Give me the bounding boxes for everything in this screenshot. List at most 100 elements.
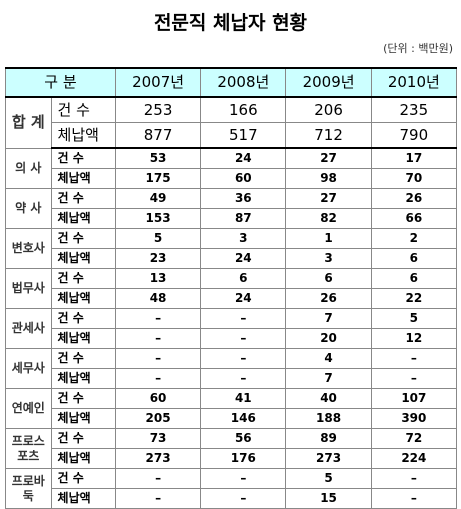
data-row: 체납액 – –20 12	[6, 328, 458, 349]
cell-value: 60	[114, 388, 202, 409]
cell-value: –	[200, 308, 287, 329]
row-label: 체납액	[50, 248, 116, 269]
cell-value: 82	[285, 208, 372, 229]
data-row: 체납액 – –7–	[6, 368, 458, 389]
cell-value: 20	[285, 328, 372, 349]
cell-value: 89	[285, 428, 372, 449]
cell-value: 4	[285, 348, 372, 369]
cell-value: 24	[200, 288, 287, 309]
cell-value: –	[200, 368, 287, 389]
cell-value: 49	[114, 188, 202, 209]
cell-value: 22	[370, 288, 458, 309]
cell-value: –	[370, 368, 458, 389]
cell-value: 24	[200, 147, 287, 169]
cell-value: 2	[370, 228, 458, 249]
cell-value: 13	[114, 268, 202, 289]
data-row: 프로바둑 건 수 – –5–	[5, 468, 458, 509]
cell-value: 235	[370, 96, 458, 123]
column-header: 2007년	[114, 67, 202, 98]
cell-value: 175	[114, 168, 202, 189]
cell-value: –	[114, 468, 202, 489]
cell-value: 206	[285, 96, 372, 123]
cell-value: 72	[370, 428, 458, 449]
column-header: 2008년	[200, 67, 287, 98]
cell-value: 27	[285, 188, 372, 209]
cell-value: 5	[285, 468, 372, 489]
header-row: 구 분 2007년 2008년 2009년 2010년	[5, 67, 458, 98]
group-label: 관세사	[5, 308, 52, 349]
cell-value: 176	[200, 448, 287, 469]
cell-value: 153	[114, 208, 202, 229]
data-row: 체납액 175 60 98 70	[6, 168, 458, 189]
cell-value: 1	[285, 228, 372, 249]
cell-value: –	[200, 348, 287, 369]
cell-value: 390	[370, 408, 458, 429]
row-label: 체납액	[50, 168, 116, 189]
cell-value: –	[200, 328, 287, 349]
cell-value: 73	[114, 428, 202, 449]
cell-value: 224	[370, 448, 458, 469]
cell-value: –	[114, 348, 202, 369]
column-header: 2009년	[285, 67, 372, 98]
cell-value: –	[370, 468, 458, 489]
cell-value: 146	[200, 408, 287, 429]
row-label: 건 수	[50, 428, 116, 449]
cell-value: 66	[370, 208, 458, 229]
row-label: 건 수	[50, 308, 116, 329]
cell-value: 26	[285, 288, 372, 309]
data-row: 연예인 건 수 60 41 40 107	[5, 388, 458, 429]
cell-value: 6	[285, 268, 372, 289]
cell-value: 517	[200, 122, 287, 149]
row-label: 체납액	[50, 368, 116, 389]
cell-value: 5	[114, 228, 202, 249]
cell-value: 166	[200, 96, 287, 123]
data-row: 세무사 건 수 – –4–	[5, 348, 458, 389]
unit: (단위 : 백만원)	[383, 42, 453, 55]
column-header: 구 분	[5, 67, 116, 98]
cell-value: 188	[285, 408, 372, 429]
cell-value: 7	[285, 368, 372, 389]
cell-value: 6	[370, 248, 458, 269]
cell-value: 877	[114, 122, 202, 149]
cell-value: 3	[285, 248, 372, 269]
cell-value: 7	[285, 308, 372, 329]
row-label: 건 수	[50, 96, 116, 123]
row-label: 체납액	[50, 122, 116, 149]
group-label: 약 사	[5, 188, 52, 229]
group-label: 의 사	[5, 147, 52, 189]
row-label: 건 수	[50, 388, 116, 409]
cell-value: 36	[200, 188, 287, 209]
cell-value: 712	[285, 122, 372, 149]
data-row: 체납액 877 517 712 790	[6, 122, 458, 149]
data-row: 체납액 48 24 26 22	[6, 288, 458, 309]
cell-value: 56	[200, 428, 287, 449]
data-row: 법무사 건 수 13 6 6 6	[5, 268, 458, 309]
row-label: 건 수	[50, 228, 116, 249]
row-label: 건 수	[50, 147, 116, 169]
row-label: 체납액	[50, 448, 116, 469]
row-label: 체납액	[50, 208, 116, 229]
column-header: 2010년	[370, 67, 458, 98]
cell-value: 23	[114, 248, 202, 269]
group-label: 프로바둑	[5, 468, 52, 509]
cell-value: 790	[370, 122, 458, 149]
row-label: 건 수	[50, 268, 116, 289]
row-label: 체납액	[50, 288, 116, 309]
row-label: 체납액	[50, 408, 116, 429]
group-label: 프로스포츠	[5, 428, 52, 469]
row-label: 건 수	[50, 188, 116, 209]
data-row: 체납액 23 24 3 6	[6, 248, 458, 269]
cell-value: 273	[285, 448, 372, 469]
data-row: 체납액 205 146 188 390	[6, 408, 458, 429]
cell-value: –	[114, 328, 202, 349]
data-row: 관세사 건 수 – –7 5	[5, 308, 458, 349]
cell-value: 12	[370, 328, 458, 349]
cell-value: 98	[285, 168, 372, 189]
cell-value: 24	[200, 248, 287, 269]
